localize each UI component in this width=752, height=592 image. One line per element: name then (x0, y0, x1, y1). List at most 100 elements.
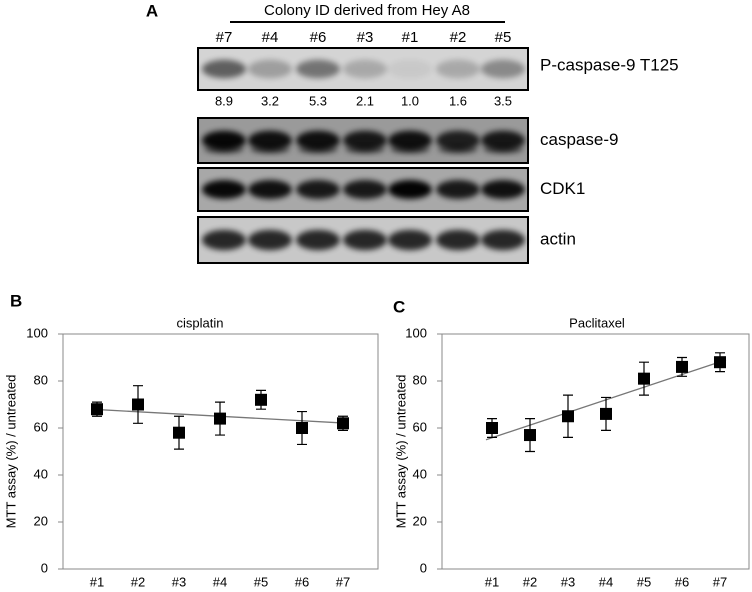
band (390, 145, 430, 154)
point (255, 393, 267, 406)
band (248, 59, 292, 79)
point (486, 422, 498, 434)
y-axis-label: MTT assay (%) / untreated (3, 375, 18, 529)
band (248, 130, 292, 151)
chart-title: Paclitaxel (569, 315, 625, 330)
y-tick-label: 0 (41, 560, 48, 575)
band (436, 229, 480, 251)
point (600, 407, 612, 420)
x-tick-label: #4 (599, 574, 613, 589)
band (248, 180, 292, 199)
band (436, 59, 480, 79)
band (388, 229, 432, 251)
band (483, 145, 523, 154)
band (481, 229, 525, 251)
quant-label: 2.1 (356, 93, 374, 108)
x-tick-label: #4 (213, 574, 227, 589)
point (714, 356, 726, 369)
band (388, 130, 432, 151)
band (343, 59, 387, 79)
band (296, 59, 340, 79)
x-tick-label: #7 (336, 574, 350, 589)
point (524, 429, 536, 442)
band (298, 145, 338, 154)
band (202, 130, 246, 151)
y-tick-label: 40 (413, 466, 427, 481)
panel-label: A (146, 1, 158, 20)
quant-label: 3.5 (494, 93, 512, 108)
point (214, 412, 226, 425)
chart-title: cisplatin (177, 315, 224, 330)
band (204, 145, 244, 154)
lane-label: #7 (216, 29, 233, 46)
y-tick-label: 100 (26, 325, 48, 340)
point (676, 360, 688, 373)
panel-label: B (10, 291, 22, 310)
y-tick-label: 100 (405, 325, 427, 340)
x-tick-label: #5 (254, 574, 268, 589)
band (343, 229, 387, 251)
x-tick-label: #1 (90, 574, 104, 589)
band (296, 130, 340, 151)
lane-label: #5 (495, 29, 512, 46)
point (173, 426, 185, 439)
lane-label: #2 (450, 29, 467, 46)
quant-label: 8.9 (215, 93, 233, 108)
band (436, 130, 480, 151)
x-tick-label: #2 (131, 574, 145, 589)
band (343, 130, 387, 151)
band (481, 130, 525, 151)
quant-label: 1.6 (449, 93, 467, 108)
lane-label: #4 (262, 29, 279, 46)
plot-area (62, 333, 379, 570)
band (202, 180, 246, 199)
band (345, 145, 385, 154)
row-label: CDK1 (540, 179, 585, 198)
band (250, 145, 290, 154)
x-tick-label: #7 (713, 574, 727, 589)
lane-label: #3 (357, 29, 374, 46)
y-tick-label: 20 (413, 513, 427, 528)
y-tick-label: 60 (413, 419, 427, 434)
quant-label: 3.2 (261, 93, 279, 108)
point (337, 417, 349, 430)
band (202, 229, 246, 251)
band (436, 180, 480, 199)
blot-header: Colony ID derived from Hey A8 (264, 2, 470, 19)
row-label: P-caspase-9 T125 (540, 55, 679, 74)
band (438, 145, 478, 154)
x-tick-label: #2 (523, 574, 537, 589)
y-tick-label: 40 (34, 466, 48, 481)
y-tick-label: 80 (413, 372, 427, 387)
band (343, 180, 387, 199)
band (248, 229, 292, 251)
y-axis-label: MTT assay (%) / untreated (393, 375, 408, 529)
point (638, 372, 650, 385)
band (481, 59, 525, 79)
quant-label: 5.3 (309, 93, 327, 108)
point (132, 398, 144, 411)
row-label: actin (540, 229, 576, 248)
band (296, 180, 340, 199)
x-tick-label: #3 (561, 574, 575, 589)
y-tick-label: 60 (34, 419, 48, 434)
blot (197, 47, 529, 264)
x-tick-label: #1 (485, 574, 499, 589)
y-tick-label: 20 (34, 513, 48, 528)
band (296, 229, 340, 251)
point (296, 422, 308, 434)
row-label: caspase-9 (540, 130, 618, 149)
point (562, 410, 574, 423)
band (202, 59, 246, 79)
y-tick-label: 0 (420, 560, 427, 575)
quant-label: 1.0 (401, 93, 419, 108)
x-tick-label: #5 (637, 574, 651, 589)
x-tick-label: #3 (172, 574, 186, 589)
x-tick-label: #6 (295, 574, 309, 589)
lane-label: #1 (402, 29, 419, 46)
panel-label: C (393, 297, 405, 316)
band (481, 180, 525, 199)
band (388, 59, 432, 79)
x-tick-label: #6 (675, 574, 689, 589)
